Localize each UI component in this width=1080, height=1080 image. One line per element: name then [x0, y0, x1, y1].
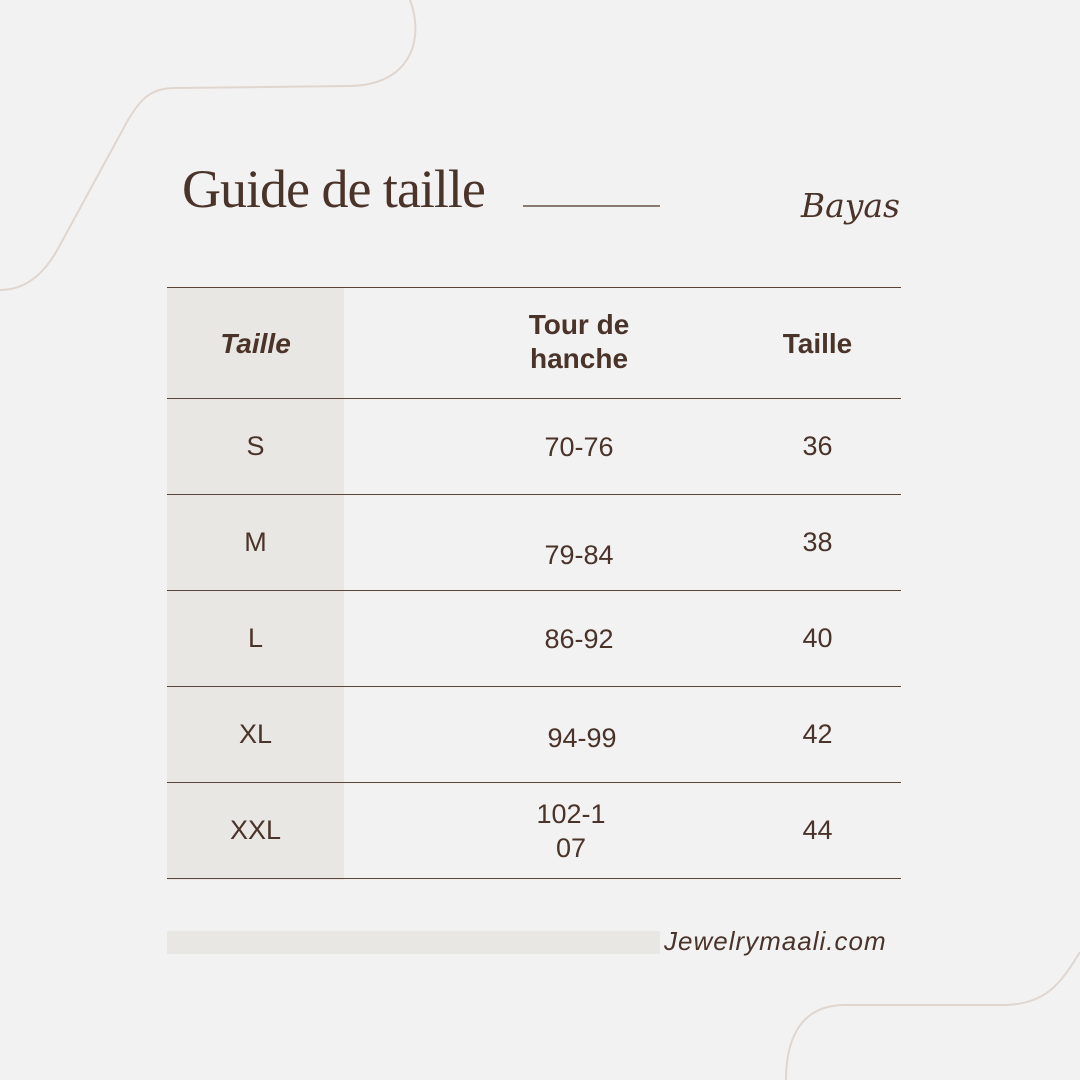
cell-size: M	[167, 494, 344, 591]
cell-hip: 86-92	[344, 590, 814, 687]
cell-size: XXL	[167, 782, 344, 879]
website-link[interactable]: Jewelrymaali.com	[664, 926, 887, 956]
top-left-curve	[0, 0, 417, 291]
cell-eu-size: 44	[802, 782, 901, 879]
cell-size: XL	[167, 686, 344, 783]
column-header-size: Taille	[167, 287, 344, 399]
cell-size: L	[167, 590, 344, 687]
cell-hip: 102-107	[344, 782, 814, 879]
cell-hip: 70-76	[344, 398, 814, 495]
cell-hip: 79-84	[344, 494, 814, 591]
title-underline	[523, 205, 660, 207]
table-row: XL 94-99 42	[167, 686, 901, 783]
size-table: Taille Tour de hanche Taille S 70-76 36 …	[167, 287, 901, 879]
table-row: S 70-76 36	[167, 398, 901, 495]
cell-size: S	[167, 398, 344, 495]
cell-eu-size: 36	[802, 398, 901, 495]
cell-eu-size: 40	[802, 590, 901, 687]
bottom-right-curve	[785, 951, 1080, 1080]
brand-name: Bayas	[800, 186, 900, 225]
page-title: Guide de taille	[182, 159, 486, 219]
table-row: L 86-92 40	[167, 590, 901, 687]
table-header-row: Taille Tour de hanche Taille	[167, 287, 901, 399]
column-header-eu-size: Taille	[783, 287, 901, 399]
column-header-hip: Tour de hanche	[344, 287, 814, 399]
cell-eu-size: 38	[802, 494, 901, 591]
table-row: M 79-84 38	[167, 494, 901, 591]
table-row: XXL 102-107 44	[167, 782, 901, 879]
footer-bar	[167, 931, 660, 954]
cell-hip: 94-99	[344, 686, 814, 783]
cell-eu-size: 42	[802, 686, 901, 783]
